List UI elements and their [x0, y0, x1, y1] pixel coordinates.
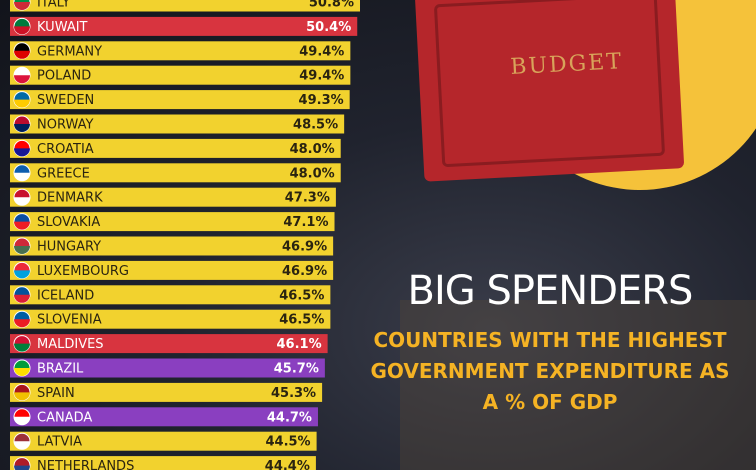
category-label: NORWAY: [37, 118, 93, 133]
flag: [14, 2, 30, 10]
category-label: SLOVAKIA: [37, 215, 100, 230]
flag: [14, 26, 30, 35]
category-label: MALDIVES: [37, 337, 104, 352]
bar: [10, 212, 335, 232]
bar: [10, 163, 341, 183]
bar: [10, 187, 336, 207]
value-label: 47.3%: [285, 191, 330, 206]
value-label: 48.0%: [290, 166, 335, 181]
value-label: 49.4%: [299, 44, 344, 59]
value-label: 44.5%: [265, 435, 310, 450]
value-label: 46.5%: [279, 313, 324, 328]
category-label: GERMANY: [37, 44, 102, 59]
value-label: 47.1%: [283, 215, 328, 230]
bar: [10, 382, 323, 402]
category-label: LATVIA: [37, 435, 82, 450]
flag: [14, 441, 30, 450]
value-label: 46.5%: [279, 288, 324, 303]
category-label: SPAIN: [37, 386, 75, 401]
flag: [14, 343, 30, 352]
budget-box: BUDGET: [414, 0, 684, 182]
value-label: 50.4%: [306, 20, 351, 35]
bar: [10, 309, 331, 329]
flag: [14, 148, 30, 157]
flag: [14, 221, 30, 230]
flag: [14, 50, 30, 59]
chart-subtitle: COUNTRIES WITH THE HIGHEST GOVERNMENT EX…: [370, 328, 730, 414]
bar: [10, 16, 358, 36]
flag: [14, 416, 30, 425]
flag: [14, 294, 30, 303]
category-label: SWEDEN: [37, 93, 94, 108]
category-label: ICELAND: [37, 288, 94, 303]
flag: [14, 465, 30, 470]
flag: [14, 246, 30, 254]
category-label: ITALY: [37, 0, 70, 11]
value-label: 50.8%: [309, 0, 354, 11]
category-label: KUWAIT: [37, 20, 88, 35]
category-label: BRAZIL: [37, 362, 84, 377]
category-label: NETHERLANDS: [37, 459, 134, 470]
budget-label: BUDGET: [510, 49, 624, 80]
bar: [10, 456, 316, 470]
value-label: 46.9%: [282, 240, 327, 255]
flag: [14, 75, 30, 84]
value-label: 46.1%: [277, 337, 322, 352]
category-label: CROATIA: [37, 142, 94, 157]
bar: [10, 0, 360, 12]
flag: [14, 368, 30, 376]
value-label: 49.4%: [299, 69, 344, 84]
flag: [14, 270, 30, 279]
value-label: 45.7%: [274, 362, 319, 377]
value-label: 48.0%: [290, 142, 335, 157]
bar: [10, 260, 334, 280]
bar: [10, 334, 328, 354]
flag: [14, 392, 30, 401]
bar: [10, 358, 325, 378]
category-label: SLOVENIA: [37, 313, 102, 328]
value-label: 46.9%: [282, 264, 327, 279]
category-label: LUXEMBOURG: [37, 264, 129, 279]
value-label: 48.5%: [293, 118, 338, 133]
value-label: 44.4%: [265, 459, 310, 470]
bar: [10, 138, 341, 158]
value-label: 45.3%: [271, 386, 316, 401]
chart-title: BIG SPENDERS: [407, 268, 694, 314]
category-label: CANADA: [37, 410, 92, 425]
category-label: GREECE: [37, 166, 90, 181]
bar: [10, 90, 350, 110]
flag: [14, 172, 30, 181]
bar: [10, 285, 331, 305]
bar: [10, 236, 334, 256]
bar: [10, 114, 345, 134]
flag: [14, 319, 30, 328]
value-label: 49.3%: [299, 93, 344, 108]
bar: [10, 407, 318, 427]
flag: [14, 197, 30, 206]
value-label: 44.7%: [267, 410, 312, 425]
flag: [14, 99, 30, 108]
bar: [10, 65, 351, 85]
background-hall: [400, 300, 756, 470]
bar: [10, 431, 317, 451]
bar: [10, 41, 351, 61]
flag: [14, 124, 30, 132]
category-label: DENMARK: [37, 191, 103, 206]
category-label: POLAND: [37, 69, 91, 84]
category-label: HUNGARY: [37, 240, 101, 255]
